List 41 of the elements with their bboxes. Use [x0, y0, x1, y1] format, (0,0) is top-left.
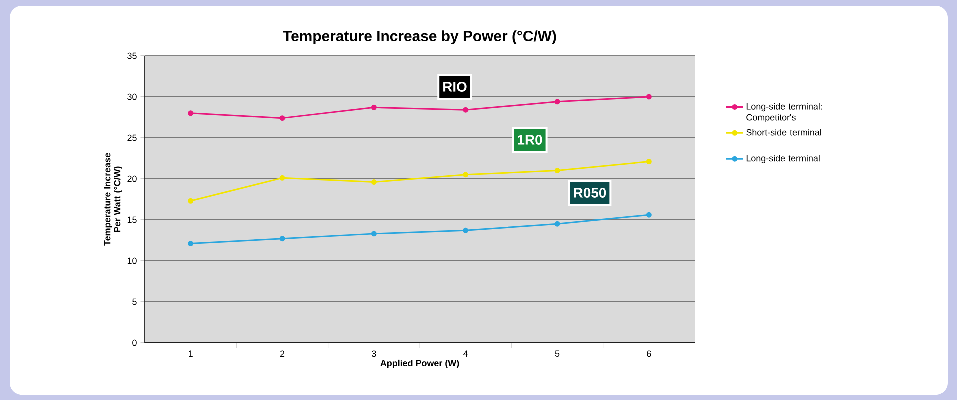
point — [646, 212, 652, 218]
y-tick-label: 10 — [128, 258, 137, 264]
y-tick-label: 20 — [128, 176, 137, 182]
y-tick-label: 30 — [128, 94, 137, 100]
point — [188, 110, 194, 116]
point — [280, 236, 286, 242]
point — [463, 172, 469, 178]
point — [371, 180, 377, 186]
x-tick-label: 5 — [555, 350, 560, 358]
annotation: RIO — [444, 82, 467, 92]
point — [463, 107, 469, 113]
x-tick-label: 6 — [647, 350, 652, 358]
x-tick-label: 1 — [189, 350, 193, 357]
point — [554, 168, 560, 174]
legend-label: Short-side terminal — [746, 129, 822, 136]
legend-label: Long-side terminal: Competitor's — [746, 103, 822, 123]
y-tick-label: 25 — [128, 134, 137, 142]
point — [463, 228, 469, 234]
x-tick-label: 4 — [464, 350, 468, 357]
point — [646, 94, 652, 100]
y-tick-label: 35 — [128, 52, 137, 60]
y-axis-title: Temperature Increase Per Watt (°C/W) — [104, 153, 122, 246]
point — [188, 241, 194, 247]
point — [371, 104, 377, 110]
point — [554, 99, 560, 105]
point — [554, 221, 560, 227]
x-axis-title: Applied Power (W) — [380, 360, 460, 368]
annotation: R050 — [574, 188, 606, 198]
chart-title: Temperature Increase by Power (°C/W) — [283, 30, 556, 44]
annotation: 1R0 — [518, 135, 542, 145]
point — [371, 231, 377, 237]
x-tick-label: 3 — [372, 350, 376, 358]
point — [280, 116, 286, 122]
legend-label: Long-side terminal — [746, 155, 820, 164]
y-tick-label: 15 — [128, 216, 137, 224]
x-tick-label: 2 — [280, 350, 285, 358]
point — [280, 175, 286, 181]
y-tick-label: 0 — [132, 340, 137, 346]
point — [646, 159, 652, 165]
y-tick-label: 5 — [132, 298, 137, 306]
point — [188, 198, 194, 204]
